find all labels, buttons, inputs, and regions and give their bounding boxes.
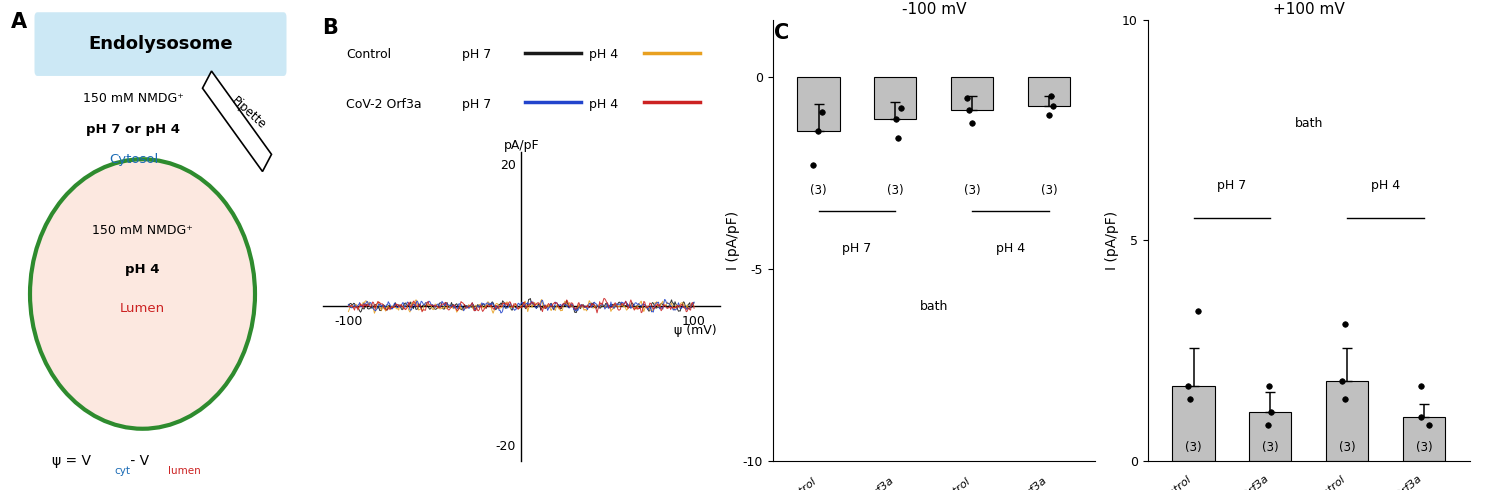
Point	[884, 115, 908, 123]
Point	[1186, 307, 1210, 315]
Text: -20: -20	[495, 440, 516, 453]
Text: pA/pF: pA/pF	[504, 139, 538, 152]
Text: control: control	[936, 476, 972, 490]
Point	[957, 106, 981, 114]
Point	[1334, 320, 1358, 328]
Text: -100: -100	[334, 315, 363, 328]
Title: -100 mV: -100 mV	[902, 2, 966, 17]
Text: bath: bath	[920, 299, 948, 313]
Text: (3): (3)	[964, 185, 981, 197]
Point	[886, 135, 910, 143]
Point	[1256, 421, 1280, 429]
Bar	[1402, 416, 1444, 461]
Text: ψ (mV): ψ (mV)	[674, 324, 717, 337]
Text: CoV-2 Orf3a: CoV-2 Orf3a	[992, 476, 1048, 490]
Text: (3): (3)	[1185, 441, 1202, 454]
Text: pH 4: pH 4	[996, 242, 1024, 255]
Text: pH 4: pH 4	[590, 48, 618, 61]
Point	[806, 127, 830, 135]
Text: (3): (3)	[810, 185, 826, 197]
Text: (3): (3)	[1340, 441, 1356, 454]
Text: pH 4: pH 4	[1371, 178, 1400, 192]
Point	[1418, 421, 1442, 429]
Text: Cytosol: Cytosol	[110, 153, 158, 166]
Point	[1178, 395, 1202, 403]
Text: ψ = V: ψ = V	[53, 454, 92, 467]
Point	[890, 104, 914, 112]
Text: (3): (3)	[886, 185, 903, 197]
Title: +100 mV: +100 mV	[1274, 2, 1344, 17]
Text: pH 7: pH 7	[462, 48, 490, 61]
Point	[1040, 93, 1064, 100]
Text: CoV-2 Orf3a: CoV-2 Orf3a	[837, 476, 896, 490]
Text: cyt: cyt	[114, 466, 130, 476]
Text: - V: - V	[126, 454, 148, 467]
Point	[801, 161, 825, 169]
FancyBboxPatch shape	[34, 12, 286, 76]
Point	[960, 119, 984, 127]
Polygon shape	[202, 71, 272, 172]
Text: 100: 100	[682, 315, 706, 328]
Text: A: A	[10, 12, 27, 32]
Text: Pipette: Pipette	[230, 94, 268, 131]
Point	[810, 108, 834, 116]
Point	[1330, 377, 1354, 385]
Text: (3): (3)	[1416, 441, 1432, 454]
Text: Endolysosome: Endolysosome	[88, 35, 232, 53]
Bar	[1326, 381, 1368, 461]
Text: pH 7: pH 7	[1218, 178, 1246, 192]
Point	[1408, 382, 1432, 390]
Bar	[798, 77, 840, 131]
Bar	[874, 77, 916, 119]
Text: Lumen: Lumen	[120, 302, 165, 315]
Text: CoV-2 Orf3a: CoV-2 Orf3a	[1212, 474, 1270, 490]
Bar	[951, 77, 993, 110]
Text: (3): (3)	[1262, 441, 1278, 454]
Y-axis label: I (pA/pF): I (pA/pF)	[726, 211, 740, 270]
Text: bath: bath	[1294, 117, 1323, 130]
Text: 20: 20	[500, 159, 516, 172]
Text: B: B	[322, 18, 339, 38]
Point	[1258, 408, 1282, 416]
Point	[1408, 413, 1432, 420]
Text: lumen: lumen	[168, 466, 201, 476]
Point	[956, 94, 980, 102]
Y-axis label: I (pA/pF): I (pA/pF)	[1106, 211, 1119, 270]
Text: C: C	[774, 24, 789, 44]
Point	[1041, 102, 1065, 110]
Bar	[1028, 77, 1069, 106]
Text: pH 4: pH 4	[124, 263, 159, 276]
Text: CoV-2 Orf3a: CoV-2 Orf3a	[346, 98, 422, 111]
Bar	[1250, 412, 1292, 461]
Text: control: control	[783, 476, 819, 490]
Point	[1176, 382, 1200, 390]
Point	[1332, 395, 1356, 403]
Text: pH 7: pH 7	[462, 98, 490, 111]
Point	[1036, 112, 1060, 120]
Text: Control: Control	[346, 48, 392, 61]
Text: (3): (3)	[1041, 185, 1058, 197]
Text: pH 7 or pH 4: pH 7 or pH 4	[87, 123, 180, 136]
Point	[1257, 382, 1281, 390]
Text: pH 7: pH 7	[843, 242, 872, 255]
Bar	[1173, 386, 1215, 461]
Text: CoV-2 Orf3a: CoV-2 Orf3a	[1366, 474, 1424, 490]
Text: pH 4: pH 4	[590, 98, 618, 111]
Text: 150 mM NMDG⁺: 150 mM NMDG⁺	[92, 224, 194, 237]
Text: control: control	[1158, 474, 1194, 490]
Text: control: control	[1311, 474, 1347, 490]
Text: 150 mM NMDG⁺: 150 mM NMDG⁺	[82, 92, 184, 104]
Ellipse shape	[30, 159, 255, 429]
